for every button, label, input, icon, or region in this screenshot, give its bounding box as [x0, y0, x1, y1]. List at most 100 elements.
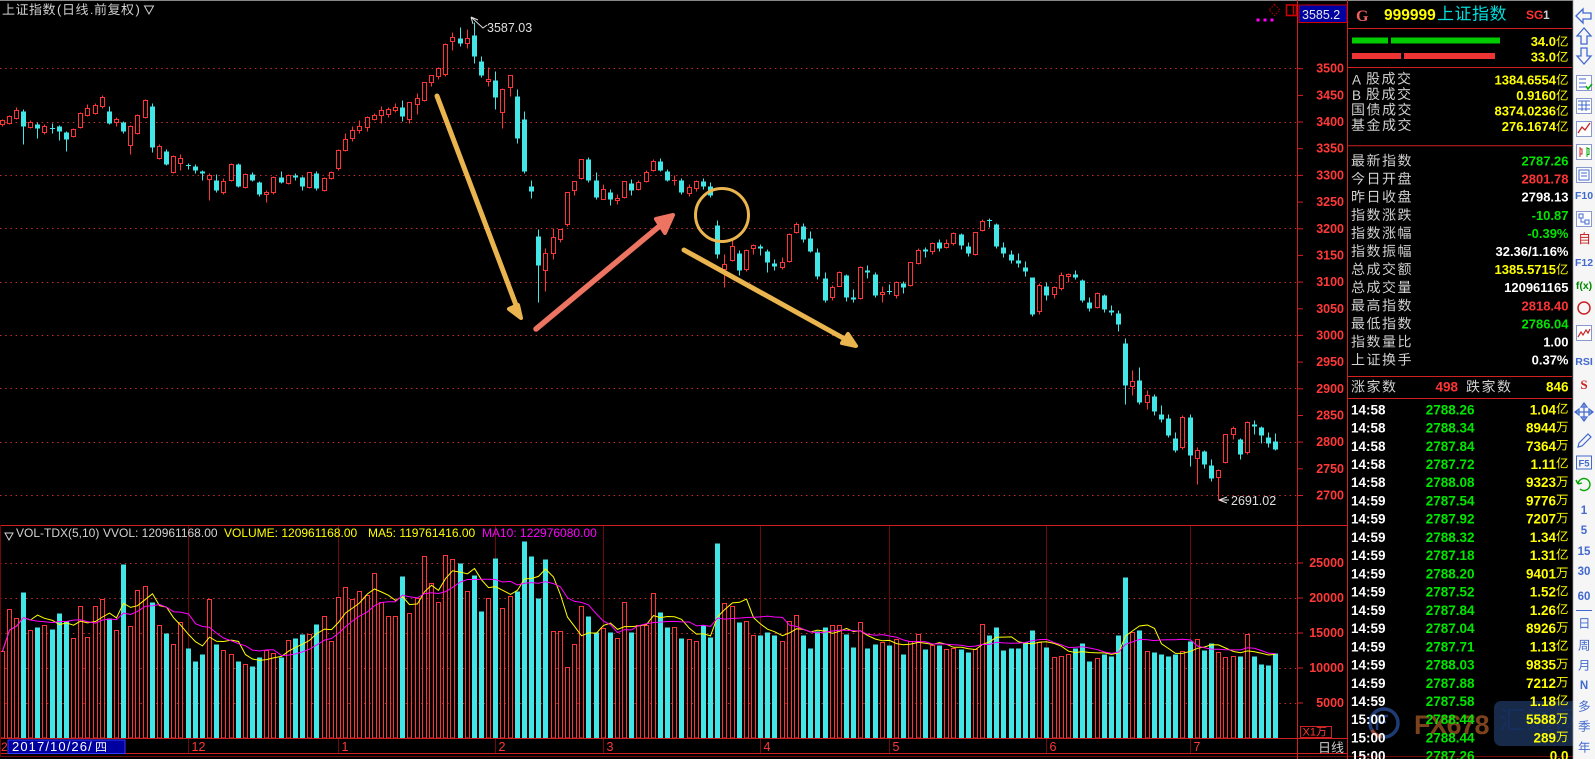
svg-text:1.18: 1.18: [1530, 694, 1557, 709]
svg-text:15000: 15000: [1309, 626, 1344, 640]
svg-text:VOL-TDX(5,10): VOL-TDX(5,10): [16, 526, 99, 540]
svg-text:2788.08: 2788.08: [1426, 475, 1475, 490]
svg-text:F5: F5: [1578, 459, 1590, 470]
svg-text:1.11: 1.11: [1530, 457, 1556, 472]
svg-text:-0.39%: -0.39%: [1527, 226, 1569, 241]
svg-text:A: A: [1352, 73, 1361, 88]
svg-text:5588: 5588: [1526, 712, 1557, 727]
svg-text:60: 60: [1578, 591, 1591, 603]
svg-text:498: 498: [1435, 380, 1458, 395]
svg-text:2787.72: 2787.72: [1426, 457, 1475, 472]
svg-text:2787.88: 2787.88: [1426, 676, 1475, 691]
svg-text:14:59: 14:59: [1351, 621, 1386, 636]
svg-text:1: 1: [342, 740, 349, 754]
svg-text:X1: X1: [1303, 727, 1316, 739]
svg-text:14:58: 14:58: [1351, 475, 1386, 490]
svg-text:276.1674: 276.1674: [1502, 119, 1557, 134]
svg-text:0.37%: 0.37%: [1532, 353, 1569, 368]
svg-text:VOLUME: 120961168.00: VOLUME: 120961168.00: [224, 526, 358, 540]
svg-text:14:59: 14:59: [1351, 548, 1386, 563]
svg-text:f(x): f(x): [1576, 280, 1592, 292]
svg-text:RSI: RSI: [1575, 356, 1593, 368]
svg-text:5: 5: [893, 740, 900, 754]
svg-text:F10: F10: [1575, 190, 1593, 202]
svg-text:3150: 3150: [1316, 248, 1344, 262]
svg-text:2798.13: 2798.13: [1522, 190, 1569, 205]
svg-text:3200: 3200: [1316, 222, 1344, 236]
svg-text:): ): [136, 2, 140, 17]
svg-text:3400: 3400: [1316, 115, 1344, 129]
svg-text:2788.26: 2788.26: [1426, 402, 1475, 417]
svg-text:2: 2: [1, 740, 8, 754]
svg-text:2017/10/26/: 2017/10/26/: [12, 739, 93, 754]
svg-text:2900: 2900: [1316, 382, 1344, 396]
svg-text:14:59: 14:59: [1351, 694, 1386, 709]
svg-text:.: .: [90, 3, 93, 17]
svg-text:2787.84: 2787.84: [1426, 439, 1475, 454]
svg-text:289: 289: [1533, 730, 1556, 745]
svg-text:(: (: [57, 2, 62, 17]
svg-text:32.36/1.16%: 32.36/1.16%: [1495, 244, 1568, 259]
svg-text:1: 1: [1581, 505, 1588, 517]
svg-text:9401: 9401: [1526, 566, 1557, 581]
svg-text:120961165: 120961165: [1504, 280, 1568, 295]
svg-text:2788.03: 2788.03: [1426, 658, 1475, 673]
svg-text:14:59: 14:59: [1351, 676, 1386, 691]
svg-text:2787.52: 2787.52: [1426, 585, 1475, 600]
svg-text:2786.04: 2786.04: [1522, 316, 1570, 331]
svg-text:10000: 10000: [1309, 661, 1344, 675]
svg-text:1.13: 1.13: [1530, 639, 1557, 654]
svg-text:2787.71: 2787.71: [1426, 639, 1475, 654]
svg-text:3500: 3500: [1316, 62, 1344, 76]
svg-text:3000: 3000: [1316, 328, 1344, 342]
svg-text:15:00: 15:00: [1351, 730, 1386, 745]
svg-text:14:59: 14:59: [1351, 512, 1386, 527]
svg-text:15:00: 15:00: [1351, 749, 1386, 759]
svg-text:1.52: 1.52: [1530, 585, 1556, 600]
svg-text:2750: 2750: [1316, 462, 1344, 476]
svg-text:2787.18: 2787.18: [1426, 548, 1475, 563]
svg-text:3250: 3250: [1316, 195, 1344, 209]
svg-text:14:59: 14:59: [1351, 603, 1386, 618]
svg-text:1.26: 1.26: [1530, 603, 1557, 618]
svg-text:FX678: FX678: [1414, 710, 1490, 740]
svg-text:N: N: [1580, 680, 1588, 692]
svg-text:7207: 7207: [1526, 512, 1556, 527]
svg-text:0.0: 0.0: [1550, 749, 1569, 759]
svg-text:-10.87: -10.87: [1532, 208, 1569, 223]
svg-text:7: 7: [1194, 740, 1201, 754]
svg-text:1.04: 1.04: [1530, 402, 1557, 417]
svg-text:14:59: 14:59: [1351, 658, 1386, 673]
svg-text:2787.58: 2787.58: [1426, 694, 1475, 709]
svg-text:6: 6: [1050, 740, 1057, 754]
svg-text:14:59: 14:59: [1351, 639, 1386, 654]
svg-text:5000: 5000: [1316, 696, 1344, 710]
svg-text:2788.32: 2788.32: [1426, 530, 1475, 545]
svg-text:8926: 8926: [1526, 621, 1557, 636]
svg-text:2788.44: 2788.44: [1426, 712, 1475, 727]
svg-text:14:58: 14:58: [1351, 421, 1386, 436]
svg-text:20000: 20000: [1309, 591, 1344, 605]
svg-text:33.0: 33.0: [1531, 50, 1556, 65]
svg-text:8374.0236: 8374.0236: [1495, 104, 1556, 119]
svg-text:1384.6554: 1384.6554: [1495, 73, 1557, 88]
svg-text:15: 15: [1578, 546, 1591, 558]
svg-text:2788.34: 2788.34: [1426, 421, 1475, 436]
svg-text:15:00: 15:00: [1351, 712, 1386, 727]
svg-text:MA10: 122976080.00: MA10: 122976080.00: [482, 526, 597, 540]
svg-text:2787.04: 2787.04: [1426, 621, 1475, 636]
svg-text:7212: 7212: [1526, 676, 1556, 691]
svg-text:8944: 8944: [1526, 421, 1557, 436]
svg-text:VVOL: 120961168.00: VVOL: 120961168.00: [103, 526, 218, 540]
svg-text:2850: 2850: [1316, 409, 1344, 423]
svg-text:2801.78: 2801.78: [1522, 172, 1569, 187]
svg-text:2818.40: 2818.40: [1522, 298, 1569, 313]
svg-text:G: G: [1356, 8, 1369, 25]
svg-text:25000: 25000: [1309, 556, 1344, 570]
svg-text:S: S: [1580, 377, 1587, 392]
svg-text:1: 1: [1543, 8, 1550, 22]
svg-text:34.0: 34.0: [1531, 34, 1556, 49]
svg-text:B: B: [1352, 88, 1361, 103]
svg-text:3300: 3300: [1316, 168, 1344, 182]
svg-text:2950: 2950: [1316, 355, 1344, 369]
